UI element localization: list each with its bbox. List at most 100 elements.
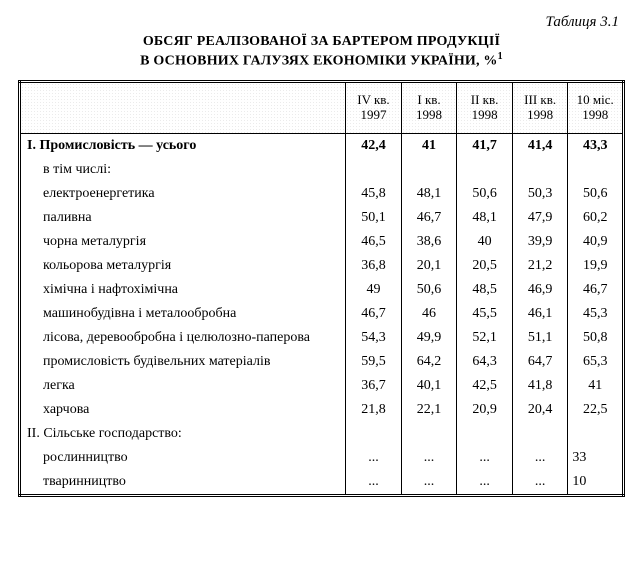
cell-value: 54,3 xyxy=(346,326,402,350)
cell-value: 42,4 xyxy=(346,133,402,158)
cell-value: 50,6 xyxy=(568,182,624,206)
col-header-4: III кв. 1998 xyxy=(512,81,568,133)
cell-value: 41,7 xyxy=(457,133,513,158)
cell-value: 41,4 xyxy=(512,133,568,158)
table-row: хімічна і нафтохімічна4950,648,546,946,7 xyxy=(20,278,624,302)
cell-value: 22,1 xyxy=(401,398,457,422)
cell-value: 48,1 xyxy=(401,182,457,206)
cell-value: 50,1 xyxy=(346,206,402,230)
row-label: кольорова металургія xyxy=(20,254,346,278)
cell-value: 21,2 xyxy=(512,254,568,278)
table-row: машинобудівна і металообробна46,74645,54… xyxy=(20,302,624,326)
cell-value: ... xyxy=(457,446,513,470)
cell-value: 59,5 xyxy=(346,350,402,374)
cell-value: 40 xyxy=(457,230,513,254)
cell-value: 20,4 xyxy=(512,398,568,422)
cell-value: 64,2 xyxy=(401,350,457,374)
cell-value: 46 xyxy=(401,302,457,326)
cell-value: ... xyxy=(457,470,513,496)
cell-value: 20,1 xyxy=(401,254,457,278)
cell-value xyxy=(568,422,624,446)
cell-value: ... xyxy=(401,446,457,470)
cell-value: 46,7 xyxy=(346,302,402,326)
cell-value: 51,1 xyxy=(512,326,568,350)
cell-value: 41 xyxy=(401,133,457,158)
table-row: лісова, деревообробна і целюлозно-паперо… xyxy=(20,326,624,350)
cell-value xyxy=(512,422,568,446)
table-row: паливна50,146,748,147,960,2 xyxy=(20,206,624,230)
cell-value: 46,9 xyxy=(512,278,568,302)
row-label: в тім числі: xyxy=(20,158,346,182)
row-label: електроенергетика xyxy=(20,182,346,206)
cell-value: 20,5 xyxy=(457,254,513,278)
table-number: Таблиця 3.1 xyxy=(18,14,625,31)
row-label: I. Промисловість — усього xyxy=(20,133,346,158)
cell-value: ... xyxy=(512,470,568,496)
table-title: ОБСЯГ РЕАЛІЗОВАНОЇ ЗА БАРТЕРОМ ПРОДУКЦІЇ… xyxy=(18,33,625,70)
cell-value: 48,5 xyxy=(457,278,513,302)
table-row: рослинництво............33 xyxy=(20,446,624,470)
title-line-2: В ОСНОВНИХ ГАЛУЗЯХ ЕКОНОМІКИ УКРАЇНИ, % xyxy=(140,53,497,68)
col-header-5: 10 міс. 1998 xyxy=(568,81,624,133)
table-body: I. Промисловість — усього42,44141,741,44… xyxy=(20,133,624,495)
table-row: тваринництво............10 xyxy=(20,470,624,496)
cell-value: 46,5 xyxy=(346,230,402,254)
table-row: I. Промисловість — усього42,44141,741,44… xyxy=(20,133,624,158)
cell-value: 45,8 xyxy=(346,182,402,206)
cell-value: 48,1 xyxy=(457,206,513,230)
cell-value: 45,3 xyxy=(568,302,624,326)
page: Таблиця 3.1 ОБСЯГ РЕАЛІЗОВАНОЇ ЗА БАРТЕР… xyxy=(0,0,643,586)
cell-value: 50,3 xyxy=(512,182,568,206)
cell-value: 39,9 xyxy=(512,230,568,254)
row-label: хімічна і нафтохімічна xyxy=(20,278,346,302)
cell-value: 46,1 xyxy=(512,302,568,326)
cell-value: 65,3 xyxy=(568,350,624,374)
cell-value xyxy=(457,422,513,446)
row-label: чорна металургія xyxy=(20,230,346,254)
cell-value: 42,5 xyxy=(457,374,513,398)
cell-value: ... xyxy=(401,470,457,496)
cell-value: 36,8 xyxy=(346,254,402,278)
cell-value: 47,9 xyxy=(512,206,568,230)
cell-value: 46,7 xyxy=(568,278,624,302)
table-row: легка36,740,142,541,841 xyxy=(20,374,624,398)
row-label: харчова xyxy=(20,398,346,422)
cell-value: 21,8 xyxy=(346,398,402,422)
cell-value: 36,7 xyxy=(346,374,402,398)
cell-value: 10 xyxy=(568,470,624,496)
row-label: промисловість будівельних матеріалів xyxy=(20,350,346,374)
cell-value: 40,9 xyxy=(568,230,624,254)
cell-value: 40,1 xyxy=(401,374,457,398)
cell-value: 22,5 xyxy=(568,398,624,422)
cell-value xyxy=(401,422,457,446)
cell-value: 45,5 xyxy=(457,302,513,326)
data-table: IV кв. 1997 I кв. 1998 II кв. 1998 III к… xyxy=(18,80,625,497)
row-label: паливна xyxy=(20,206,346,230)
cell-value: 64,7 xyxy=(512,350,568,374)
table-row: промисловість будівельних матеріалів59,5… xyxy=(20,350,624,374)
cell-value: 20,9 xyxy=(457,398,513,422)
cell-value: 50,6 xyxy=(401,278,457,302)
cell-value xyxy=(568,158,624,182)
cell-value: 41 xyxy=(568,374,624,398)
table-row: в тім числі: xyxy=(20,158,624,182)
table-row: харчова21,822,120,920,422,5 xyxy=(20,398,624,422)
header-row: IV кв. 1997 I кв. 1998 II кв. 1998 III к… xyxy=(20,81,624,133)
table-row: II. Сільське господарство: xyxy=(20,422,624,446)
cell-value: 64,3 xyxy=(457,350,513,374)
col-header-2: I кв. 1998 xyxy=(401,81,457,133)
table-row: електроенергетика45,848,150,650,350,6 xyxy=(20,182,624,206)
col-header-1: IV кв. 1997 xyxy=(346,81,402,133)
row-label: II. Сільське господарство: xyxy=(20,422,346,446)
col-header-empty xyxy=(20,81,346,133)
cell-value: ... xyxy=(346,446,402,470)
cell-value xyxy=(457,158,513,182)
row-label: машинобудівна і металообробна xyxy=(20,302,346,326)
cell-value: 43,3 xyxy=(568,133,624,158)
cell-value xyxy=(346,422,402,446)
col-header-3: II кв. 1998 xyxy=(457,81,513,133)
row-label: рослинництво xyxy=(20,446,346,470)
title-line-1: ОБСЯГ РЕАЛІЗОВАНОЇ ЗА БАРТЕРОМ ПРОДУКЦІЇ xyxy=(143,34,500,49)
table-row: кольорова металургія36,820,120,521,219,9 xyxy=(20,254,624,278)
row-label: тваринництво xyxy=(20,470,346,496)
